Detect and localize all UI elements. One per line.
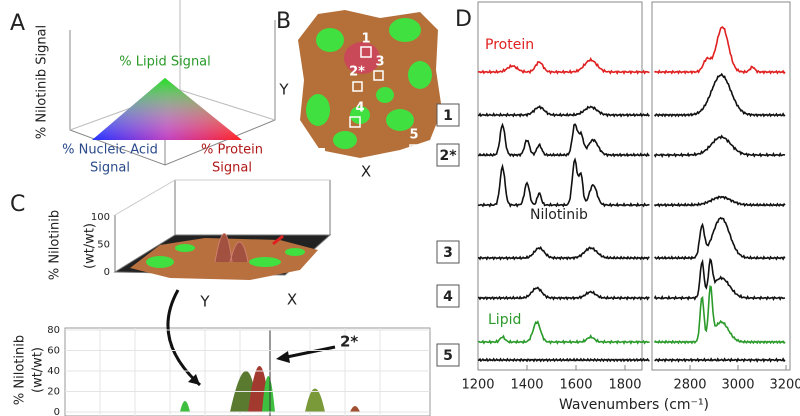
link-arrow [166,289,202,387]
plot-frame [477,1,643,371]
spectrum-box [436,343,460,367]
region-label: 4 [355,101,364,116]
x-tick-label: 3000 [721,378,754,393]
scale-bar [303,148,325,152]
y-tick-label: 80 [47,325,60,336]
spectrum-box [436,284,460,308]
nucleic-label: Signal [90,161,130,176]
spectrum-box [436,103,460,127]
arrow-head [188,374,200,385]
callout: 2* [340,333,358,351]
callout-arrow [281,345,336,360]
spectrum [653,257,786,301]
x-tick-label: 3200 [769,378,800,393]
axis-label: % Nilotinib [13,335,28,405]
spectrum-box [436,143,460,167]
x-tick-label: 1400 [510,378,543,393]
y-tick-label: 40 [47,366,60,377]
spectrum-label: Nilotinib [530,207,588,223]
axis-label: % Nilotinib [48,210,63,280]
spectrum-label: Protein [485,37,534,53]
spectrum [653,72,786,118]
spectrum-label: 4 [443,289,453,305]
z-tick-label: 50 [97,240,110,251]
spectrum-label: 3 [443,245,453,261]
region-label: 2* [349,65,365,80]
callout-arrow [272,234,284,246]
y-tick-label: 20 [47,387,60,398]
x-axis-label: Wavenumbers (cm⁻¹) [559,397,709,413]
spectrum [478,122,650,158]
lipid-patches [306,18,432,149]
color-triangle-overlay [92,78,242,140]
lipid-label: % Lipid Signal [119,55,211,70]
axis-label: Y [199,293,210,311]
region-label: 1 [361,32,370,47]
x-tick-label: 1200 [461,378,494,393]
spectrum [477,320,650,345]
axis-label: (wt/wt) [31,347,46,393]
plot-frame [651,1,791,371]
spectrum-label: 2* [439,148,457,164]
spectrum-label: 1 [443,108,453,124]
axis-label: % Nilotinib Signal [35,25,50,139]
region-labels: 1 2* 3 4 5 [349,32,418,143]
spectrum [477,357,650,363]
lower-profile [180,330,360,416]
axis-label: X [287,291,297,309]
spectrum [477,157,650,208]
arrow-head [276,351,290,363]
panel-a [69,0,276,166]
spectrum-label: 5 [443,348,453,364]
x-tick-label: 1800 [608,378,641,393]
spectrum [653,26,786,75]
spectrum [477,104,650,118]
y-tick-label: 0 [54,407,60,416]
spectrum [654,357,786,363]
panel-label: C [10,192,25,217]
protein-label: Signal [212,161,252,176]
axis-label: (wt/wt) [83,223,98,269]
z-tick-label: 100 [91,212,110,223]
panel-label: B [276,9,291,34]
spectrum [654,216,786,261]
panel-label: A [10,11,25,36]
spectrum [477,57,650,75]
surface-peaks [214,233,249,263]
surface-patches [146,244,305,268]
spectrum [478,286,650,301]
axis-label: Y [278,81,289,99]
lower-frame [64,327,431,416]
axis-label: X [361,163,371,181]
spectrum [653,195,786,208]
region-boxes [349,46,421,156]
x-tick-label: 1600 [559,378,592,393]
nucleic-label: % Nucleic Acid [62,143,158,158]
region-label: 3 [375,55,384,70]
spectrum [653,134,786,158]
region-label: 5 [409,128,418,143]
spectrum-label: Lipid [488,312,521,328]
z-tick-label: 0 [104,267,110,278]
x-tick-label: 2800 [673,378,706,393]
y-tick-label: 60 [47,346,60,357]
spectrum [653,285,786,345]
protein-label: % Protein [201,143,263,158]
panel-label: D [455,7,472,32]
spectrum [477,245,650,261]
marker: * [290,222,299,241]
spectrum-box [436,240,460,264]
